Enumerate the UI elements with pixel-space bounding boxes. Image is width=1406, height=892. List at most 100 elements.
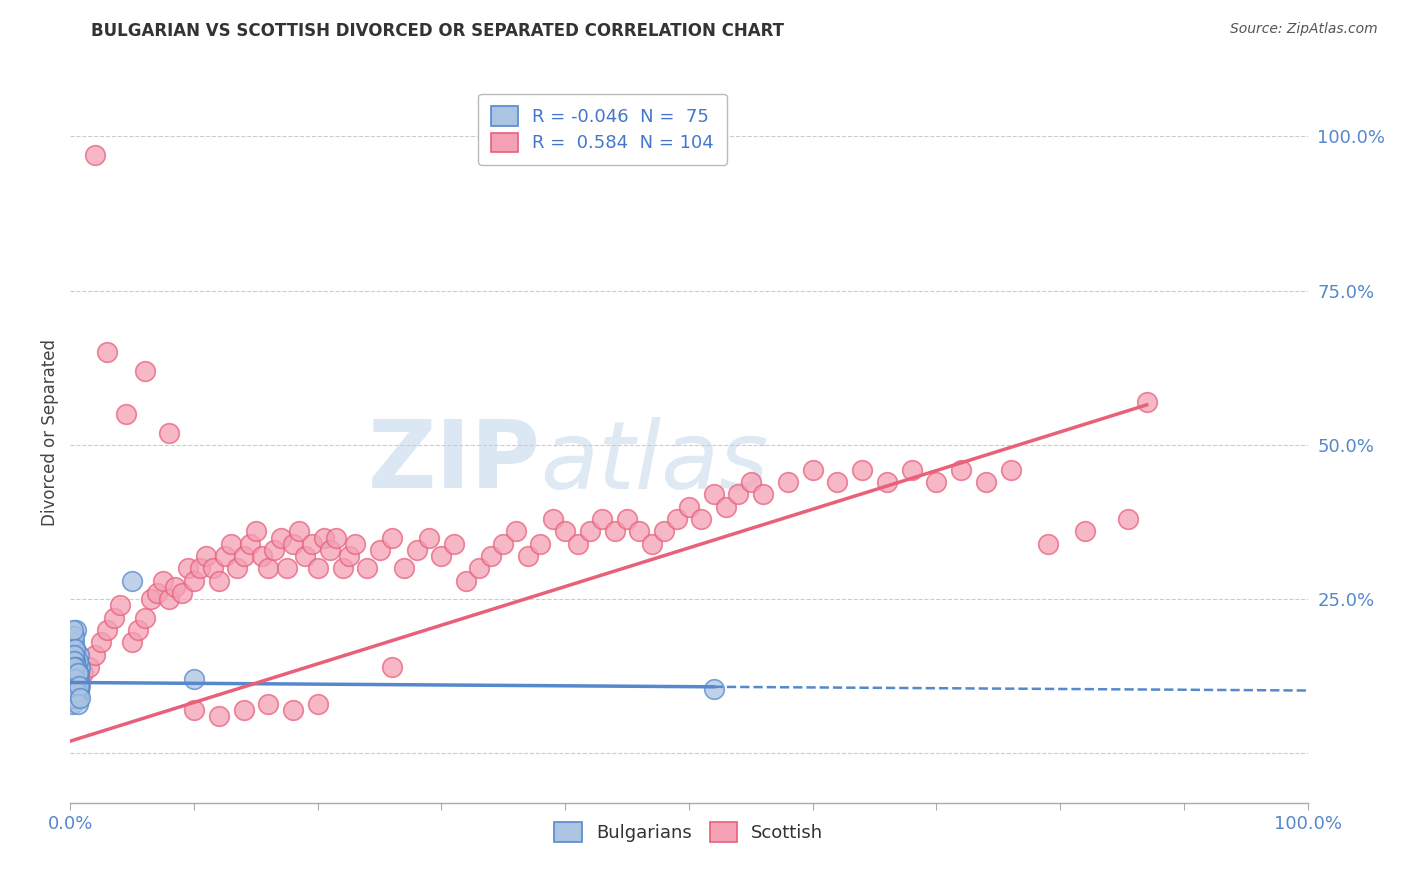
Point: [77, 660, 100, 674]
Point: [456, 574, 478, 588]
Point: [63, 654, 86, 668]
Point: [96, 345, 118, 359]
Point: [974, 475, 997, 489]
Point: [1136, 394, 1159, 409]
Point: [900, 462, 922, 476]
Point: [288, 524, 311, 539]
Text: BULGARIAN VS SCOTTISH DIVORCED OR SEPARATED CORRELATION CHART: BULGARIAN VS SCOTTISH DIVORCED OR SEPARA…: [91, 22, 785, 40]
Point: [115, 407, 138, 421]
Point: [827, 475, 849, 489]
Point: [226, 561, 249, 575]
Point: [183, 703, 205, 717]
Point: [319, 542, 342, 557]
Point: [62, 685, 84, 699]
Point: [65, 679, 87, 693]
Point: [381, 660, 404, 674]
Point: [65, 673, 87, 687]
Point: [245, 524, 267, 539]
Point: [257, 697, 280, 711]
Point: [108, 599, 131, 613]
Point: [60, 673, 83, 687]
Point: [69, 660, 91, 674]
Point: [208, 709, 231, 723]
Point: [63, 648, 86, 662]
Point: [67, 666, 90, 681]
Point: [554, 524, 576, 539]
Point: [239, 536, 262, 550]
Point: [183, 574, 205, 588]
Point: [232, 549, 254, 563]
Point: [1000, 462, 1022, 476]
Point: [356, 561, 378, 575]
Point: [541, 512, 564, 526]
Point: [65, 679, 87, 693]
Point: [219, 536, 242, 550]
Point: [752, 487, 775, 501]
Point: [65, 690, 87, 705]
Point: [62, 666, 84, 681]
Point: [281, 536, 304, 550]
Point: [665, 512, 688, 526]
Point: [65, 685, 87, 699]
Point: [65, 685, 87, 699]
Point: [690, 512, 713, 526]
Point: [66, 666, 89, 681]
Text: ZIP: ZIP: [367, 417, 540, 508]
Point: [394, 561, 416, 575]
Point: [208, 574, 231, 588]
Point: [65, 623, 87, 637]
Point: [90, 635, 112, 649]
Point: [96, 623, 118, 637]
Point: [134, 364, 156, 378]
Point: [641, 536, 664, 550]
Point: [63, 660, 86, 674]
Point: [443, 536, 465, 550]
Point: [851, 462, 873, 476]
Point: [337, 549, 360, 563]
Point: [703, 681, 725, 696]
Point: [925, 475, 948, 489]
Point: [801, 462, 824, 476]
Point: [714, 500, 737, 514]
Point: [66, 654, 89, 668]
Point: [368, 542, 391, 557]
Point: [616, 512, 638, 526]
Point: [63, 679, 86, 693]
Point: [63, 660, 86, 674]
Point: [62, 673, 84, 687]
Point: [146, 586, 169, 600]
Point: [60, 660, 83, 674]
Point: [62, 660, 84, 674]
Point: [62, 623, 84, 637]
Point: [66, 673, 89, 687]
Point: [157, 592, 180, 607]
Point: [65, 685, 87, 699]
Point: [63, 635, 86, 649]
Point: [65, 654, 87, 668]
Point: [65, 673, 87, 687]
Point: [63, 648, 86, 662]
Point: [65, 673, 87, 687]
Point: [67, 685, 90, 699]
Point: [66, 679, 89, 693]
Point: [84, 648, 107, 662]
Point: [103, 611, 125, 625]
Point: [66, 697, 89, 711]
Point: [479, 549, 502, 563]
Point: [62, 685, 84, 699]
Point: [517, 549, 540, 563]
Point: [307, 561, 329, 575]
Point: [65, 679, 87, 693]
Point: [703, 487, 725, 501]
Point: [65, 666, 87, 681]
Point: [281, 703, 304, 717]
Point: [678, 500, 700, 514]
Point: [567, 536, 589, 550]
Point: [62, 641, 84, 656]
Point: [301, 536, 323, 550]
Point: [62, 679, 84, 693]
Point: [66, 673, 89, 687]
Point: [418, 531, 440, 545]
Point: [727, 487, 749, 501]
Point: [66, 666, 89, 681]
